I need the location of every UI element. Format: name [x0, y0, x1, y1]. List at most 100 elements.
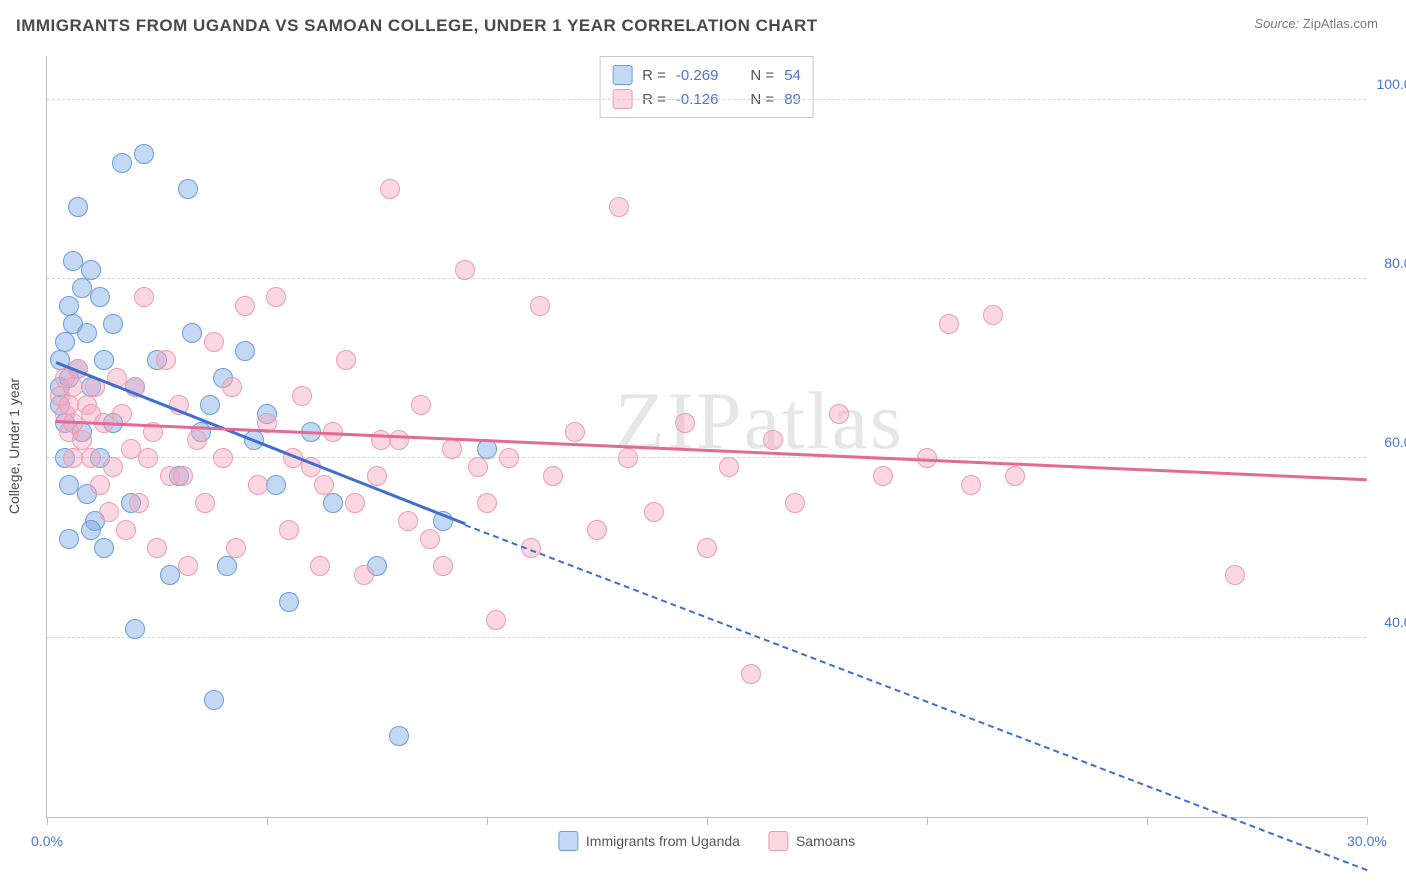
source-attribution: Source: ZipAtlas.com	[1254, 16, 1378, 31]
data-point	[398, 511, 418, 531]
data-point	[213, 448, 233, 468]
data-point	[354, 565, 374, 585]
x-tick-label: 0.0%	[31, 833, 63, 849]
data-point	[134, 144, 154, 164]
stats-row: R =-0.269N =54	[612, 63, 801, 87]
y-tick-label: 40.0%	[1374, 614, 1406, 630]
x-tick-label: 30.0%	[1347, 833, 1387, 849]
data-point	[455, 260, 475, 280]
n-value: 54	[784, 67, 801, 84]
data-point	[226, 538, 246, 558]
data-point	[741, 664, 761, 684]
data-point	[217, 556, 237, 576]
data-point	[235, 341, 255, 361]
data-point	[81, 448, 101, 468]
data-point	[81, 260, 101, 280]
data-point	[103, 314, 123, 334]
x-tick	[47, 817, 48, 825]
data-point	[63, 448, 83, 468]
data-point	[266, 475, 286, 495]
data-point	[178, 179, 198, 199]
series-legend: Immigrants from Uganda Samoans	[558, 831, 855, 851]
data-point	[292, 386, 312, 406]
data-point	[81, 520, 101, 540]
stats-legend: R =-0.269N =54R =-0.126N =89	[599, 56, 814, 118]
grid-line	[47, 278, 1366, 279]
data-point	[829, 404, 849, 424]
data-point	[77, 323, 97, 343]
data-point	[314, 475, 334, 495]
grid-line	[47, 637, 1366, 638]
x-tick	[1147, 817, 1148, 825]
data-point	[279, 592, 299, 612]
legend-label: Samoans	[796, 833, 855, 849]
data-point	[103, 457, 123, 477]
data-point	[147, 538, 167, 558]
x-tick	[267, 817, 268, 825]
data-point	[99, 502, 119, 522]
data-point	[94, 538, 114, 558]
data-point	[129, 493, 149, 513]
data-point	[59, 296, 79, 316]
data-point	[939, 314, 959, 334]
data-point	[125, 619, 145, 639]
data-point	[697, 538, 717, 558]
data-point	[68, 197, 88, 217]
y-tick-label: 60.0%	[1374, 434, 1406, 450]
data-point	[90, 475, 110, 495]
data-point	[468, 457, 488, 477]
chart-title: IMMIGRANTS FROM UGANDA VS SAMOAN COLLEGE…	[16, 16, 818, 36]
x-tick	[487, 817, 488, 825]
data-point	[411, 395, 431, 415]
data-point	[222, 377, 242, 397]
data-point	[310, 556, 330, 576]
data-point	[587, 520, 607, 540]
x-tick	[927, 817, 928, 825]
data-point	[204, 332, 224, 352]
data-point	[187, 430, 207, 450]
data-point	[420, 529, 440, 549]
data-point	[94, 350, 114, 370]
data-point	[195, 493, 215, 513]
x-tick	[707, 817, 708, 825]
data-point	[266, 287, 286, 307]
data-point	[1005, 466, 1025, 486]
data-point	[134, 287, 154, 307]
data-point	[763, 430, 783, 450]
y-tick-label: 100.0%	[1374, 76, 1406, 92]
grid-line	[47, 99, 1366, 100]
data-point	[116, 520, 136, 540]
data-point	[279, 520, 299, 540]
data-point	[785, 493, 805, 513]
data-point	[675, 413, 695, 433]
legend-item: Immigrants from Uganda	[558, 831, 740, 851]
data-point	[983, 305, 1003, 325]
data-point	[235, 296, 255, 316]
data-point	[389, 726, 409, 746]
legend-swatch	[768, 831, 788, 851]
data-point	[336, 350, 356, 370]
data-point	[873, 466, 893, 486]
r-value: -0.269	[676, 67, 719, 84]
data-point	[477, 493, 497, 513]
data-point	[90, 287, 110, 307]
data-point	[1225, 565, 1245, 585]
data-point	[565, 422, 585, 442]
data-point	[618, 448, 638, 468]
data-point	[486, 610, 506, 630]
data-point	[433, 556, 453, 576]
data-point	[961, 475, 981, 495]
data-point	[389, 430, 409, 450]
data-point	[323, 493, 343, 513]
data-point	[248, 475, 268, 495]
data-point	[178, 556, 198, 576]
data-point	[55, 368, 75, 388]
data-point	[719, 457, 739, 477]
r-label: R =	[642, 67, 666, 84]
legend-swatch	[612, 65, 632, 85]
scatter-chart: ZIPatlas R =-0.269N =54R =-0.126N =89 Im…	[46, 56, 1366, 818]
legend-swatch	[558, 831, 578, 851]
data-point	[112, 153, 132, 173]
data-point	[59, 529, 79, 549]
data-point	[380, 179, 400, 199]
